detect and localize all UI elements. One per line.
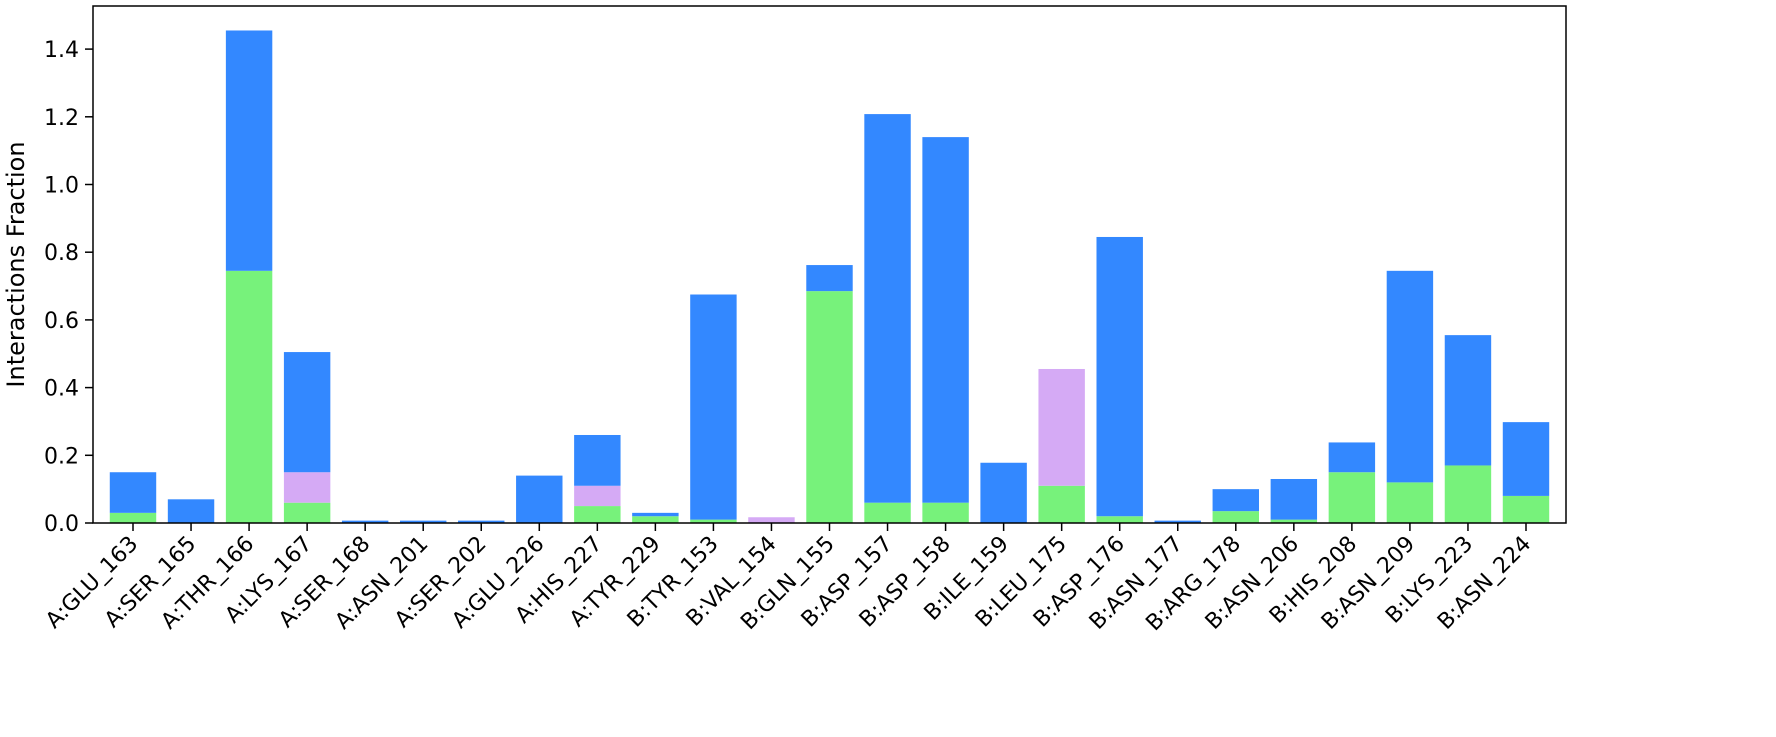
bar-segment-2-23 [1444,335,1492,466]
bar-segment-2-1 [167,499,215,523]
bar-segment-0-17 [1096,516,1143,523]
y-tick-label: 1.0 [44,174,79,199]
bar-segment-2-9 [632,512,679,517]
bar-segment-0-13 [864,502,911,523]
bar-segment-2-13 [864,114,911,503]
bar-segment-2-22 [1386,270,1434,483]
bar-segment-1-3 [283,472,331,503]
bar-segment-0-22 [1386,482,1434,523]
bar-segment-2-10 [690,294,737,520]
bar-segment-0-2 [225,270,273,523]
bar-segment-2-12 [806,265,853,292]
bar-segment-2-18 [1154,520,1201,523]
bar-segment-2-17 [1096,236,1143,517]
bar-segment-0-21 [1328,472,1376,523]
bar-segment-2-24 [1502,422,1550,496]
bar-segment-2-8 [574,434,621,486]
bar-segment-1-16 [1038,368,1085,486]
y-axis: 0.0 0.2 0.4 0.6 0.8 1.0 1.2 1.4 [44,38,93,537]
bar-segment-1-11 [748,517,795,523]
bar-segment-0-3 [283,502,331,523]
y-tick-label: 0.0 [44,512,79,537]
bar-segment-2-7 [516,475,563,523]
bar-segment-0-23 [1444,465,1492,523]
bar-segment-0-12 [806,291,853,523]
bar-segment-1-8 [574,485,621,507]
bars-group [109,30,1550,523]
y-tick-label: 0.6 [44,309,79,334]
bar-segment-2-21 [1328,442,1376,473]
bar-segment-0-16 [1038,485,1085,523]
bar-segment-2-19 [1212,489,1259,512]
y-tick-label: 0.4 [44,377,79,402]
bar-segment-0-20 [1270,519,1318,523]
bar-segment-2-2 [225,30,273,271]
bar-segment-2-0 [109,472,157,513]
y-tick-label: 1.2 [44,106,79,131]
y-tick-label: 1.4 [44,38,79,63]
y-tick-label: 0.8 [44,241,79,266]
bar-segment-2-6 [458,520,505,523]
bar-segment-2-3 [283,352,331,473]
bar-segment-2-15 [980,462,1027,523]
x-axis: A:GLU_163A:SER_165A:THR_166A:LYS_167A:SE… [41,523,1536,636]
bar-segment-2-5 [399,520,447,523]
bar-segment-0-9 [632,516,679,523]
bar-segment-2-14 [922,137,969,503]
bar-segment-0-24 [1502,495,1550,523]
y-tick-label: 0.2 [44,444,79,469]
bar-segment-2-20 [1270,479,1318,520]
y-axis-title: Interactions Fraction [2,141,30,387]
bar-segment-2-4 [341,520,389,523]
bar-segment-0-19 [1212,511,1259,523]
bar-segment-0-8 [574,506,621,523]
bar-segment-0-14 [922,502,969,523]
bar-segment-0-0 [109,512,157,523]
bar-segment-0-10 [690,519,737,523]
